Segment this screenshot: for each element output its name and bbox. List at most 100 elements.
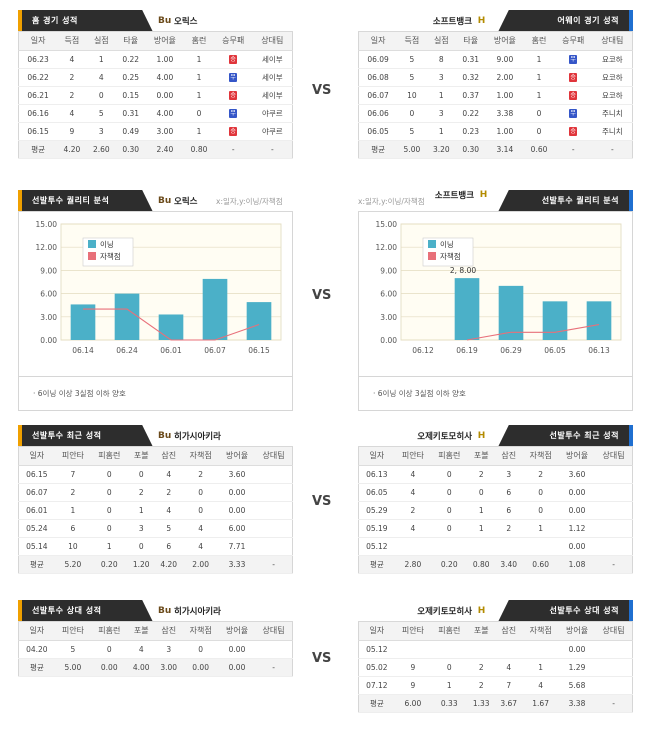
column-header: 피안타: [54, 447, 92, 466]
table-cell: 평균: [358, 555, 395, 574]
table-cell: 1: [467, 501, 495, 520]
table-cell: 1.00: [145, 50, 185, 69]
table-cell: 06.06: [358, 104, 398, 123]
table-cell: 3.14: [485, 140, 525, 159]
table-cell: 9: [394, 676, 432, 695]
result-cell: 승: [553, 122, 593, 141]
table-cell: 3.33: [218, 555, 256, 574]
y-tick-label: 6.00: [380, 290, 397, 299]
column-header: 상대팀: [595, 622, 633, 641]
table-cell: 2: [154, 483, 183, 502]
table-cell: [494, 537, 523, 556]
table-row: 06.15 7 0 0 4 2 3.60: [18, 465, 293, 484]
x-tick-label: 06.15: [248, 346, 270, 355]
panel-title: 선발투수 최근 성적: [498, 425, 633, 447]
table-cell: 4: [154, 465, 183, 484]
table-cell: 06.05: [358, 122, 398, 141]
result-cell: 승: [553, 86, 593, 105]
opponent-cell: 야쿠르: [252, 104, 293, 123]
vs-label: VS: [312, 494, 332, 509]
table-cell: 6: [494, 483, 523, 502]
column-header: 득점: [397, 32, 427, 51]
table-cell: 10: [54, 537, 92, 556]
table-header-row: 일자 피안타 피홈런 포볼 삼진 자책점 방어율 상대팀: [358, 622, 633, 641]
x-tick-label: 06.05: [544, 346, 566, 355]
table-cell: 2: [57, 86, 87, 105]
table-cell: 06.07: [358, 86, 398, 105]
opponent-cell: 주니치: [592, 122, 633, 141]
column-header: 삼진: [494, 622, 523, 641]
table-cell: 05.12: [358, 537, 395, 556]
table-cell: 0.00: [218, 483, 256, 502]
table-cell: 5: [397, 50, 427, 69]
column-header: 실점: [426, 32, 457, 51]
table-cell: 3: [127, 519, 155, 538]
opponent-cell: 세이부: [252, 50, 293, 69]
table-cell: 2: [127, 483, 155, 502]
pitcher-name: Bu 히가시아키라: [158, 431, 221, 442]
legend-label: 이닝: [440, 239, 454, 249]
y-tick-label: 6.00: [40, 290, 57, 299]
table-cell: 3.60: [218, 465, 256, 484]
opponent-cell: 요코하: [592, 86, 633, 105]
table-row: 06.07 10 1 0.37 1.00 1 승 요코하: [358, 86, 633, 105]
pitcher-vs-panel-right: 오제키토모히사 H 선발투수 상대 성적 일자 피안타 피홈런 포볼 삼진 자책점 방어율 상…: [358, 600, 633, 713]
column-header: 방어율: [218, 447, 256, 466]
table-cell: 2: [467, 465, 495, 484]
bar-innings: [70, 304, 96, 340]
column-header: 상대팀: [595, 447, 633, 466]
table-cell: 0: [522, 501, 559, 520]
column-header: 자책점: [182, 447, 219, 466]
table-cell: 1: [522, 519, 559, 538]
team-logo-icon: Bu: [158, 16, 172, 26]
pitcher-recent-panel-right: 오제키토모히사 H 선발투수 최근 성적 일자 피안타 피홈런 포볼 삼진 자책점 방어율 상…: [358, 425, 633, 574]
table-cell: 7: [494, 676, 523, 695]
table-cell: 4: [182, 537, 219, 556]
table-cell: 06.22: [18, 68, 58, 87]
result-badge: 승: [569, 73, 578, 82]
table-cell: 0.80: [467, 555, 495, 574]
quality-chart-left: 0.00 3.00 6.00 9.00 12.00 15.00 06.14 06.24 06.0…: [18, 212, 293, 377]
table-cell: [255, 501, 293, 520]
table-cell: 2.00: [485, 68, 525, 87]
table-cell: 5.00: [397, 140, 427, 159]
table-cell: [394, 537, 432, 556]
column-header: 일자: [18, 447, 55, 466]
table-cell: 0: [91, 519, 128, 538]
table-cell: 4: [182, 519, 219, 538]
table-header-row: 일자 피안타 피홈런 포볼 삼진 자책점 방어율 상대팀: [358, 447, 633, 466]
table-cell: 1: [426, 122, 457, 141]
pitcher-vs-panel-left: 선발투수 상대 성적 Bu 히가시아키라 일자 피안타 피홈런 포볼 삼진 자책점 방어율 상대…: [18, 600, 293, 677]
quality-chart-panel-left: 선발투수 퀄리티 분석 Bu 오릭스 x:일자,y:이닝/자책점 0.00 3.00…: [18, 190, 293, 411]
table-cell: 0.37: [456, 86, 486, 105]
result-badge: 승: [569, 91, 578, 100]
table-cell: 4: [154, 501, 183, 520]
column-header: 상대팀: [255, 447, 293, 466]
table-cell: 1: [524, 50, 554, 69]
table-row: 07.12 9 1 2 7 4 5.68: [358, 676, 633, 695]
table-cell: 0: [127, 465, 155, 484]
average-row: 평균 2.80 0.20 0.80 3.40 0.60 1.08-: [358, 555, 633, 574]
team-logo-icon: H: [477, 606, 486, 616]
team-logo-icon: H: [477, 431, 486, 441]
result-badge: 승: [229, 55, 238, 64]
table-row: 06.05 5 1 0.23 1.00 0 승 주니치: [358, 122, 633, 141]
table-cell: 3.38: [558, 694, 596, 713]
table-cell: 1.20: [127, 555, 155, 574]
table-cell: 7: [54, 465, 92, 484]
table-cell: 06.15: [18, 465, 55, 484]
table-cell: 0: [127, 537, 155, 556]
table-cell: -: [255, 658, 293, 677]
column-header: 삼진: [154, 447, 183, 466]
result-badge: 무: [569, 55, 578, 64]
table-cell: 2: [54, 483, 92, 502]
table-cell: 1: [467, 519, 495, 538]
table-cell: 4: [522, 676, 559, 695]
table-cell: 0.00: [218, 501, 256, 520]
y-tick-label: 0.00: [40, 336, 57, 345]
column-header: 피홈런: [431, 622, 468, 641]
table-row: 06.23 4 1 0.22 1.00 1 승 세이부: [18, 50, 293, 69]
column-header: 승무패: [553, 32, 593, 51]
result-cell: 무: [553, 50, 593, 69]
table-cell: [467, 640, 495, 659]
